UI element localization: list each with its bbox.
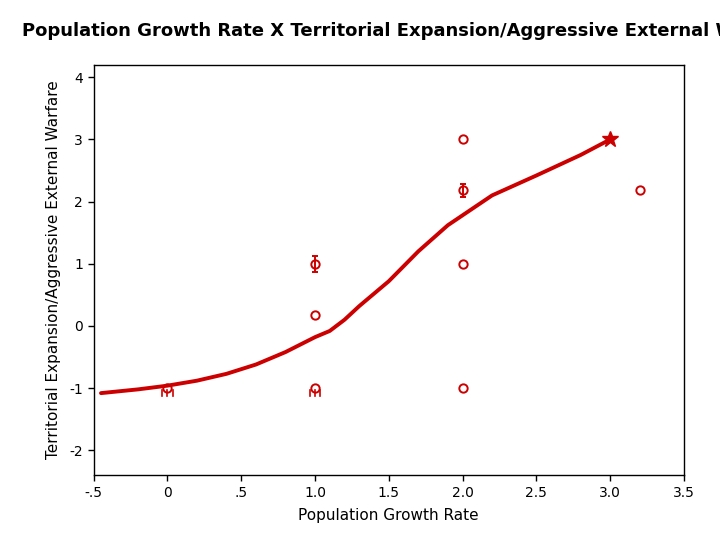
Text: Population Growth Rate X Territorial Expansion/Aggressive External Warfare: Population Growth Rate X Territorial Exp…: [22, 22, 720, 39]
X-axis label: Population Growth Rate: Population Growth Rate: [299, 508, 479, 523]
Y-axis label: Territorial Expansion/Aggressive External Warfare: Territorial Expansion/Aggressive Externa…: [46, 80, 61, 460]
